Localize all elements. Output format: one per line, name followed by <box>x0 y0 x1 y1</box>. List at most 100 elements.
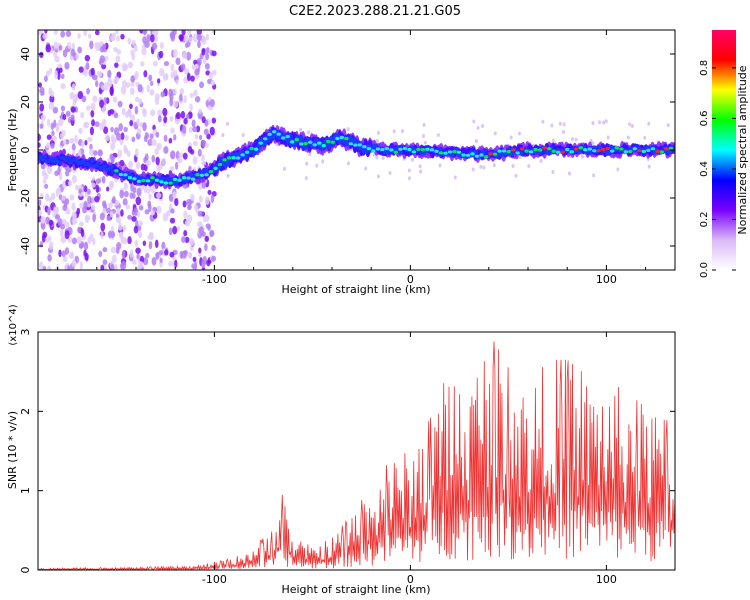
ridge-point <box>438 147 444 152</box>
noise-point <box>275 142 279 147</box>
noise-point <box>84 214 90 224</box>
noise-point <box>194 96 201 103</box>
noise-point <box>63 139 67 145</box>
noise-point <box>78 243 84 249</box>
noise-point <box>201 35 207 45</box>
noise-point <box>100 222 106 232</box>
ridge-peak <box>136 179 142 183</box>
ridge-peak <box>587 147 592 151</box>
noise-point <box>190 193 195 201</box>
ridge-peak <box>114 169 119 173</box>
noise-point <box>125 82 131 88</box>
noise-point <box>541 119 545 124</box>
noise-point <box>196 33 202 42</box>
snr-x-axis-label: Height of straight line (km) <box>281 583 430 596</box>
noise-point <box>558 121 562 126</box>
noise-point <box>99 46 105 53</box>
noise-point <box>47 254 52 262</box>
noise-point <box>438 163 442 168</box>
noise-point <box>205 70 211 76</box>
noise-point <box>85 62 90 70</box>
noise-point <box>54 55 60 63</box>
noise-point <box>64 62 70 70</box>
noise-point <box>142 122 147 132</box>
noise-point <box>175 79 179 85</box>
ridge-peak <box>483 155 489 159</box>
ridge-peak <box>434 149 439 153</box>
noise-point <box>120 85 127 95</box>
noise-point <box>126 108 132 117</box>
noise-point <box>141 47 147 56</box>
noise-point <box>97 149 103 157</box>
noise-point <box>131 259 137 265</box>
noise-point <box>179 88 185 95</box>
ridge-peak <box>632 147 638 151</box>
ridge-peak <box>637 149 642 153</box>
noise-point <box>120 132 125 140</box>
noise-point <box>53 30 58 36</box>
noise-point <box>392 129 396 134</box>
noise-point <box>71 42 76 51</box>
noise-point <box>201 116 206 124</box>
ridge-peak <box>664 147 669 151</box>
noise-point <box>45 142 51 149</box>
noise-point <box>186 51 192 61</box>
noise-point <box>155 192 162 199</box>
noise-point <box>83 241 89 251</box>
noise-point <box>115 55 121 63</box>
noise-point <box>184 34 189 43</box>
noise-point <box>162 212 169 222</box>
ridge-peak <box>145 179 151 183</box>
noise-point <box>299 127 303 132</box>
noise-point <box>202 214 207 223</box>
ridge-point <box>169 177 175 182</box>
noise-point <box>179 93 183 102</box>
noise-point <box>74 134 78 144</box>
ridge-peak <box>411 150 417 154</box>
noise-point <box>51 130 55 137</box>
spectrogram-ridge <box>38 124 675 190</box>
noise-point <box>157 109 163 117</box>
noise-point <box>95 80 99 88</box>
noise-point <box>174 118 181 125</box>
ridge-point <box>65 155 71 160</box>
noise-point <box>71 237 77 245</box>
snr-x-tick-label: 0 <box>407 573 414 586</box>
noise-point <box>51 135 58 142</box>
noise-point <box>186 214 193 223</box>
snr-y-tick-label: 3 <box>19 329 32 336</box>
noise-point <box>38 209 42 217</box>
noise-point <box>401 128 405 133</box>
noise-point <box>46 134 52 140</box>
colorbar-tick-label: 0.2 <box>699 212 710 228</box>
noise-point <box>182 200 187 208</box>
ridge-peak <box>231 156 236 160</box>
snr-y-tick-label: 1 <box>19 487 32 494</box>
noise-point <box>567 171 571 176</box>
noise-point <box>194 133 199 140</box>
noise-point <box>168 227 173 236</box>
noise-point <box>96 70 103 78</box>
snr-x-tick-label: 100 <box>596 573 617 586</box>
ridge-peak <box>429 148 435 152</box>
noise-point <box>107 69 112 78</box>
noise-point <box>91 119 95 127</box>
noise-point <box>44 183 49 189</box>
noise-point <box>201 154 205 162</box>
noise-point <box>203 128 209 136</box>
noise-point <box>104 55 109 61</box>
noise-point <box>527 164 531 169</box>
noise-point <box>133 225 139 234</box>
noise-point <box>89 126 95 136</box>
noise-point <box>81 141 85 148</box>
noise-point <box>92 74 98 81</box>
noise-point <box>103 126 109 134</box>
noise-point <box>99 212 105 221</box>
noise-point <box>375 155 379 160</box>
colorbar-tick-label: 0.6 <box>699 110 710 126</box>
noise-point <box>186 72 191 82</box>
noise-point <box>154 239 159 249</box>
noise-point <box>407 168 411 173</box>
noise-point <box>46 118 51 127</box>
noise-point <box>100 230 104 240</box>
